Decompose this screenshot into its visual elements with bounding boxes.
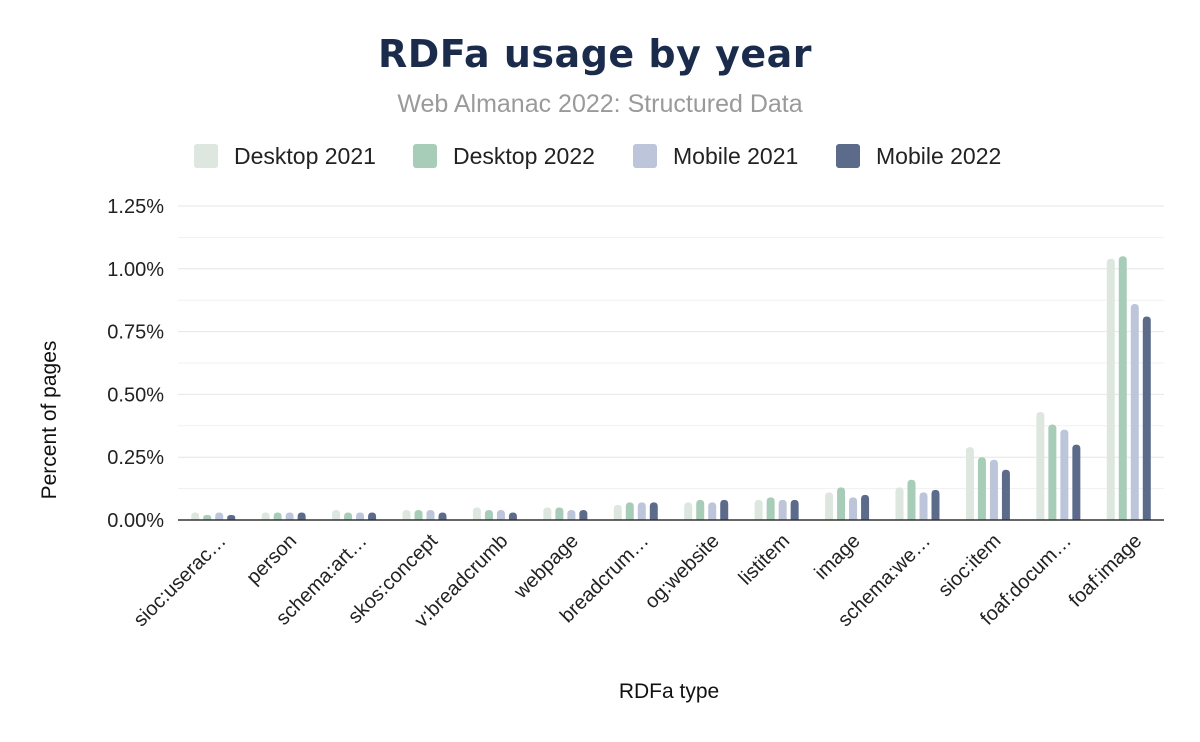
bar bbox=[332, 509, 341, 520]
bar bbox=[965, 447, 974, 520]
bar bbox=[1060, 429, 1069, 520]
legend-label: Mobile 2021 bbox=[673, 142, 799, 169]
bar bbox=[1142, 316, 1151, 520]
x-tick-label: sioc:userac… bbox=[130, 530, 231, 631]
bar bbox=[261, 512, 270, 520]
legend-label: Desktop 2022 bbox=[453, 142, 595, 169]
bar bbox=[778, 499, 787, 520]
bar bbox=[790, 499, 799, 520]
bar bbox=[849, 497, 858, 520]
bar bbox=[708, 502, 717, 520]
y-tick-label: 0.50% bbox=[107, 384, 164, 406]
bar bbox=[989, 459, 998, 520]
bar bbox=[1118, 256, 1127, 520]
bar bbox=[543, 507, 552, 520]
x-tick-label: sioc:item bbox=[934, 530, 1005, 601]
bar bbox=[754, 499, 763, 520]
x-tick-label: foaf:image bbox=[1065, 530, 1147, 612]
bar bbox=[344, 512, 353, 520]
y-tick-label: 0.00% bbox=[107, 510, 164, 532]
bar bbox=[625, 502, 634, 520]
legend: Desktop 2021 Desktop 2022 Mobile 2021 Mo… bbox=[0, 140, 1200, 172]
legend-swatch-desktop-2021 bbox=[194, 144, 218, 168]
bar bbox=[508, 512, 517, 520]
legend-label: Desktop 2021 bbox=[234, 142, 376, 169]
bar bbox=[484, 509, 493, 520]
x-axis-title: RDFa type bbox=[619, 680, 719, 703]
bar bbox=[696, 499, 705, 520]
bar bbox=[613, 504, 622, 520]
bar bbox=[215, 512, 224, 520]
bar bbox=[555, 507, 564, 520]
bar bbox=[766, 497, 775, 520]
bar bbox=[1001, 469, 1010, 520]
bar bbox=[203, 514, 212, 520]
bar bbox=[1036, 411, 1045, 520]
legend-item-desktop-2022[interactable]: Desktop 2022 bbox=[413, 140, 595, 172]
bar bbox=[1048, 424, 1057, 520]
bar bbox=[297, 512, 306, 520]
bar bbox=[720, 499, 729, 520]
y-tick-label: 1.00% bbox=[107, 259, 164, 281]
x-tick-label: listitem bbox=[735, 530, 795, 590]
chart-title: RDFa usage by year bbox=[377, 32, 813, 76]
legend-item-mobile-2022[interactable]: Mobile 2022 bbox=[836, 140, 1001, 172]
bar bbox=[472, 507, 481, 520]
legend-item-desktop-2021[interactable]: Desktop 2021 bbox=[194, 140, 376, 172]
bar bbox=[637, 502, 646, 520]
y-tick-label: 0.75% bbox=[107, 322, 164, 344]
y-tick-label: 1.25% bbox=[107, 196, 164, 218]
bar bbox=[977, 457, 986, 520]
bar bbox=[368, 512, 377, 520]
x-tick-label: person bbox=[242, 530, 301, 589]
bar bbox=[649, 502, 658, 520]
bar bbox=[191, 512, 200, 520]
legend-swatch-mobile-2021 bbox=[633, 144, 657, 168]
bar bbox=[402, 509, 411, 520]
bar bbox=[567, 509, 576, 520]
bar bbox=[907, 479, 916, 520]
bar bbox=[837, 487, 846, 520]
bar bbox=[227, 514, 236, 520]
bar bbox=[931, 489, 940, 520]
y-axis-title: Percent of pages bbox=[38, 341, 61, 500]
x-tick-label: image bbox=[811, 530, 865, 584]
bar bbox=[496, 509, 505, 520]
bar bbox=[1130, 303, 1139, 520]
bar bbox=[579, 509, 588, 520]
bar bbox=[426, 509, 435, 520]
bar bbox=[919, 492, 928, 520]
bar bbox=[438, 512, 447, 520]
bar bbox=[825, 492, 834, 520]
bar bbox=[1072, 444, 1081, 520]
x-tick-label: webpage bbox=[509, 530, 583, 604]
bar bbox=[273, 512, 282, 520]
legend-swatch-mobile-2022 bbox=[836, 144, 860, 168]
bar bbox=[684, 502, 693, 520]
bar bbox=[285, 512, 294, 520]
bar bbox=[1106, 258, 1115, 520]
y-tick-label: 0.25% bbox=[107, 447, 164, 469]
chart-subtitle: Web Almanac 2022: Structured Data bbox=[397, 90, 803, 118]
bar bbox=[895, 487, 904, 520]
x-tick-label: og:website bbox=[641, 530, 724, 613]
bar bbox=[414, 509, 423, 520]
legend-item-mobile-2021[interactable]: Mobile 2021 bbox=[633, 140, 798, 172]
bar bbox=[861, 494, 870, 520]
legend-label: Mobile 2022 bbox=[876, 142, 1002, 169]
bar bbox=[356, 512, 365, 520]
legend-swatch-desktop-2022 bbox=[413, 144, 437, 168]
